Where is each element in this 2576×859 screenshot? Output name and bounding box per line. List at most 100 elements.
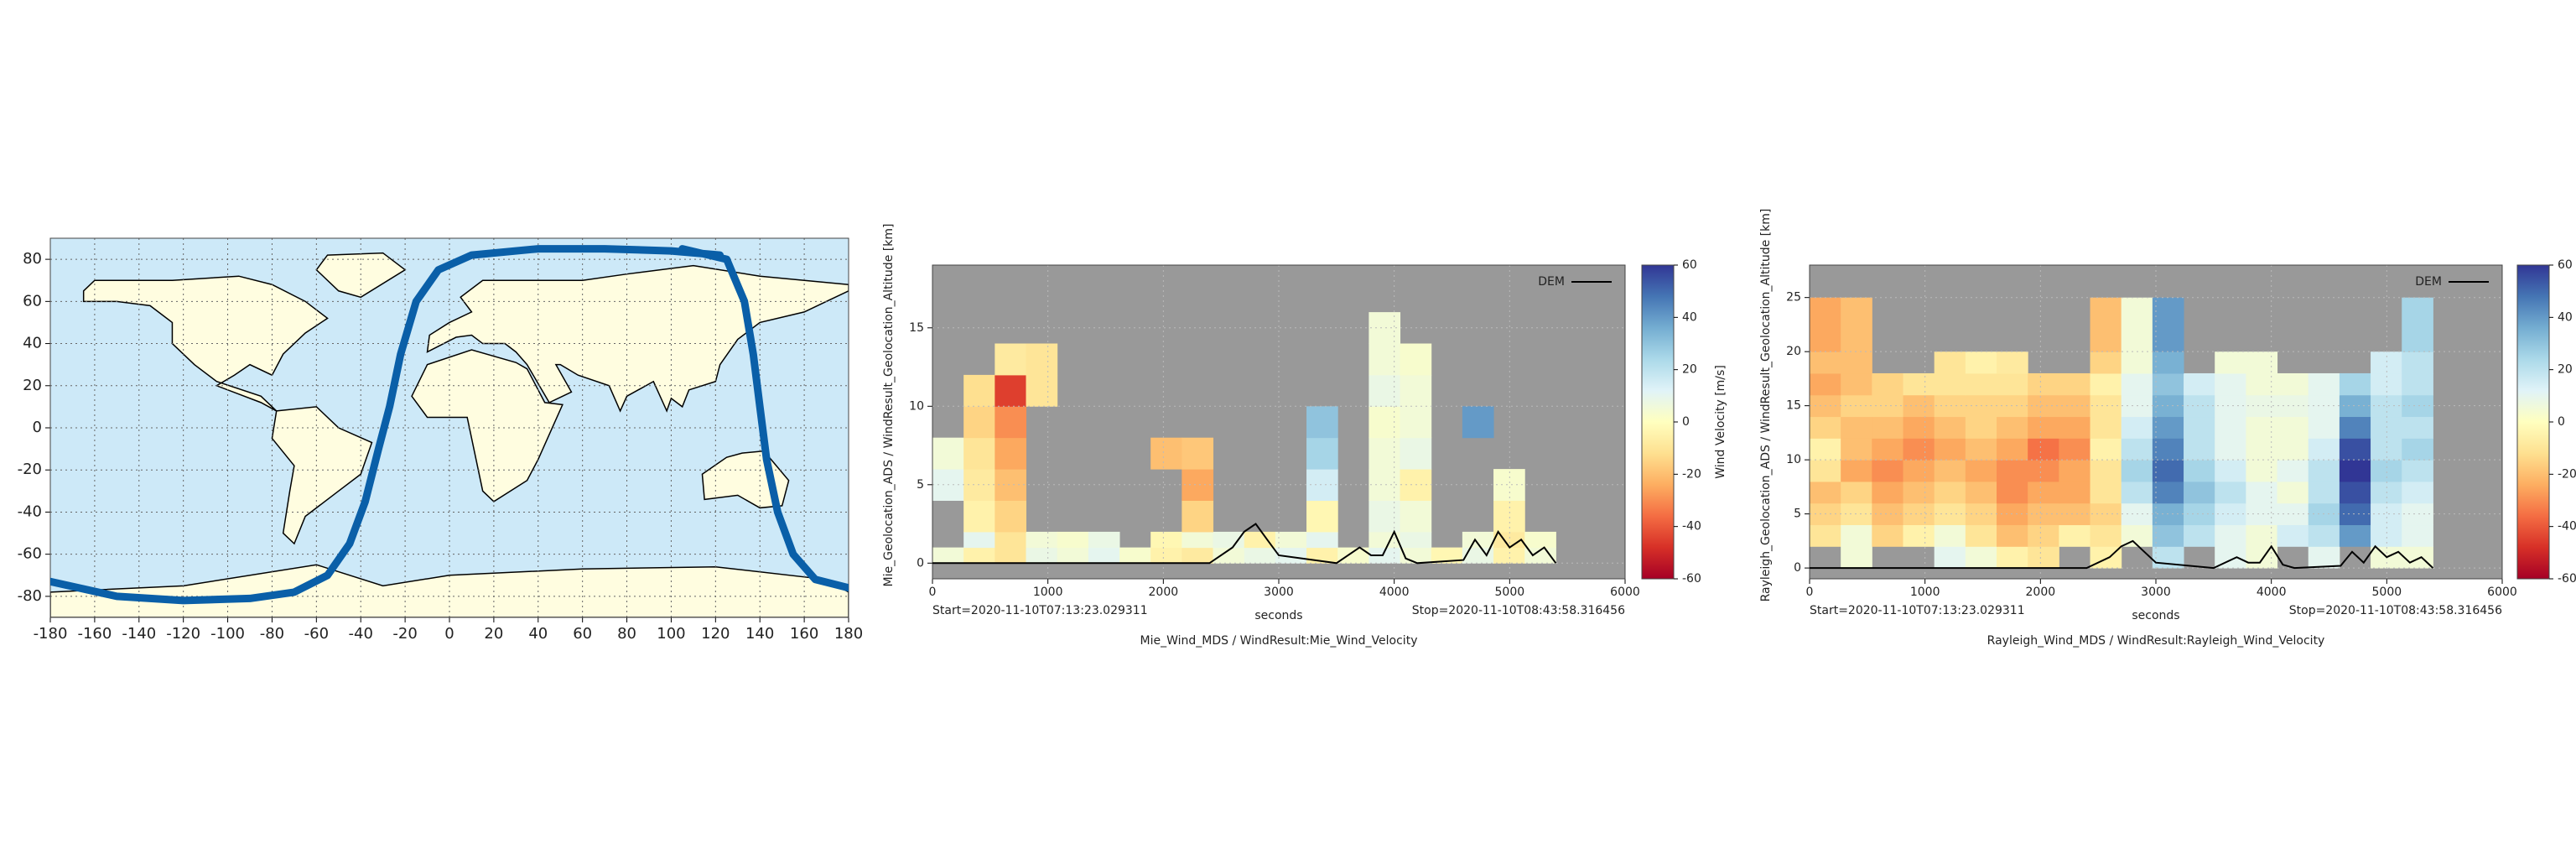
cell	[995, 374, 1027, 407]
cell	[2215, 481, 2246, 504]
cell	[1903, 372, 1935, 396]
cell	[1182, 500, 1214, 533]
cell	[2121, 351, 2153, 374]
cell	[1368, 500, 1401, 533]
cell	[2184, 416, 2215, 439]
cell	[1306, 500, 1338, 533]
africa	[412, 350, 563, 502]
cell	[2308, 546, 2340, 569]
cell	[1462, 547, 1494, 564]
cell	[1368, 374, 1401, 407]
cell	[1182, 531, 1214, 549]
cell	[2121, 416, 2153, 439]
cell	[1841, 524, 1872, 547]
cell	[1213, 531, 1245, 549]
start-label: Start=2020-11-10T07:13:23.029311	[932, 604, 1148, 617]
cell	[1903, 394, 1935, 418]
cell	[2308, 460, 2340, 482]
y-tick-label: 20	[1786, 345, 1801, 358]
cell	[2059, 438, 2091, 461]
cell	[1872, 481, 1904, 504]
x-tick-label: 20	[484, 625, 503, 643]
cell	[1810, 351, 1841, 374]
cell	[1934, 416, 1966, 439]
cell	[1400, 374, 1432, 407]
colorbar-tick-label: -40	[1682, 520, 1701, 534]
cell	[1057, 547, 1089, 564]
cell	[1965, 524, 1997, 547]
cell	[2339, 394, 2371, 418]
colorbar-tick-label: -40	[2558, 520, 2576, 534]
cell	[2090, 502, 2122, 526]
cell	[1150, 531, 1182, 549]
cell	[2246, 416, 2278, 439]
cell	[2339, 438, 2371, 461]
cell	[2059, 524, 2091, 547]
cell	[2402, 372, 2433, 396]
cell	[1965, 460, 1997, 482]
cell	[1810, 372, 1841, 396]
colorbar-tick-label: 20	[1682, 363, 1697, 377]
cell	[2308, 481, 2340, 504]
cell	[2308, 416, 2340, 439]
plot-frame	[49, 237, 849, 618]
cell	[1462, 531, 1494, 549]
cell	[995, 547, 1027, 564]
y-tick-label: 5	[1794, 508, 1801, 521]
cell	[2371, 394, 2402, 418]
cell	[2402, 546, 2433, 569]
cell	[1400, 406, 1432, 439]
cell	[2121, 481, 2153, 504]
colorbar	[2516, 264, 2550, 580]
legend-label: DEM	[1538, 275, 1565, 289]
cell	[1997, 460, 2028, 482]
cell	[1841, 416, 1872, 439]
cell	[1400, 343, 1432, 376]
y-tick-label: 10	[909, 399, 924, 413]
x-tick-label: 6000	[2487, 586, 2517, 599]
x-tick-label: -100	[210, 625, 245, 643]
cell	[2402, 351, 2433, 374]
x-tick-label: -120	[166, 625, 200, 643]
colorbar-tick-label: 60	[1682, 258, 1697, 272]
cell	[2246, 460, 2278, 482]
cell	[2277, 524, 2309, 547]
cell	[1934, 546, 1966, 569]
cell	[2059, 481, 2091, 504]
cell	[2246, 394, 2278, 418]
cell	[1182, 547, 1214, 564]
cell	[2090, 481, 2122, 504]
x-tick-label: -40	[349, 625, 373, 643]
cell	[1965, 438, 1997, 461]
stop-label: Stop=2020-11-10T08:43:58.316456	[1412, 604, 1625, 617]
colorbar-tick-label: -60	[2558, 572, 2576, 586]
cell	[2152, 481, 2184, 504]
cell	[2402, 481, 2433, 504]
cell	[1088, 547, 1120, 564]
cell	[2028, 546, 2059, 569]
cell	[963, 437, 995, 470]
x-tick-label: 4000	[2257, 586, 2287, 599]
cell	[1872, 372, 1904, 396]
cell	[1903, 524, 1935, 547]
cell	[2277, 372, 2309, 396]
cell	[2090, 394, 2122, 418]
colorbar-tick-label: -20	[1682, 467, 1701, 481]
x-tick-label: -60	[304, 625, 329, 643]
x-tick-label: 60	[573, 625, 592, 643]
cell	[2184, 372, 2215, 396]
cell	[2215, 502, 2246, 526]
cell	[1810, 297, 1841, 352]
cell	[995, 531, 1027, 549]
cell	[1431, 547, 1463, 564]
cell	[2277, 438, 2309, 461]
cell	[1841, 372, 1872, 396]
cell	[2028, 502, 2059, 526]
cell	[2028, 416, 2059, 439]
cell	[2246, 438, 2278, 461]
cell	[2121, 372, 2153, 396]
cell	[2246, 524, 2278, 547]
y-axis-label: Rayleigh_Geolocation_ADS / WindResult_Ge…	[1759, 209, 1773, 602]
